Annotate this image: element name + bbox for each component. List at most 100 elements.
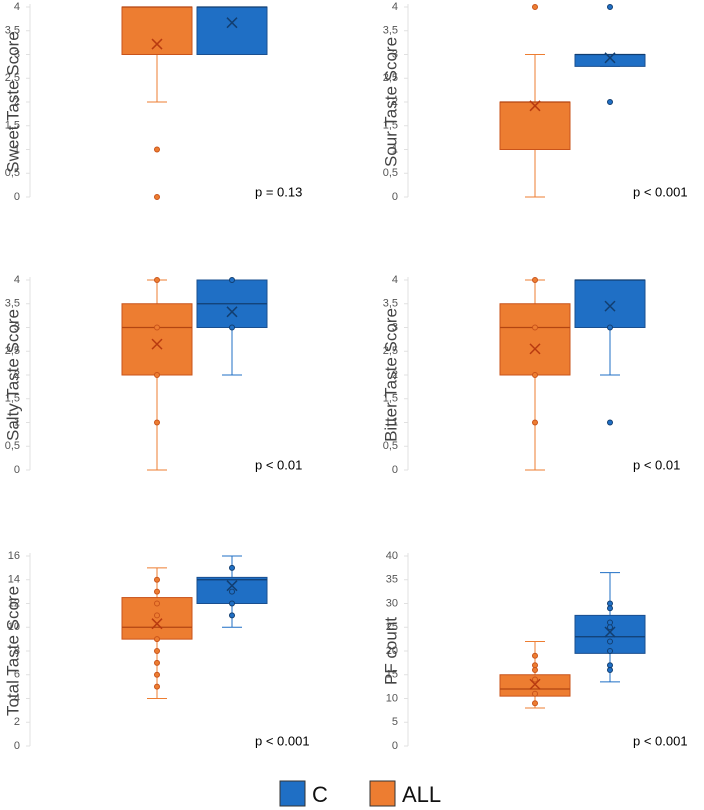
box: [121, 303, 193, 376]
mean-marker: [604, 300, 616, 312]
y-tick-label: 8: [14, 645, 20, 657]
point: [532, 700, 538, 707]
y-tick-label: 4: [14, 692, 20, 704]
point: [154, 372, 160, 378]
y-axis-label: Sweet Taste Score: [3, 31, 22, 172]
y-tick-label: 1,5: [383, 120, 398, 132]
box: [121, 6, 193, 55]
p-value: p < 0.01: [633, 457, 680, 472]
y-tick-label: 30: [386, 597, 398, 609]
point: [532, 277, 538, 283]
point: [532, 324, 538, 331]
point: [154, 576, 160, 583]
point: [607, 419, 613, 426]
mean-marker: [529, 100, 541, 112]
box: [499, 101, 571, 150]
point: [532, 372, 538, 378]
y-tick-label: 2,5: [383, 72, 398, 84]
y-tick-label: 2: [14, 96, 20, 108]
y-tick-label: 0: [392, 740, 398, 752]
y-tick-label: 35: [386, 574, 398, 586]
point: [154, 659, 160, 666]
y-tick-label: 10: [8, 621, 20, 633]
point: [229, 588, 235, 595]
point: [154, 648, 160, 654]
y-tick-label: 0,5: [5, 167, 20, 179]
y-tick-label: 10: [386, 692, 398, 704]
y-tick-label: 12: [8, 597, 20, 609]
p-value: p < 0.001: [255, 733, 310, 748]
y-axis-label: Total Taste Score: [3, 586, 22, 716]
y-tick-label: 3: [392, 48, 398, 60]
point: [229, 324, 235, 331]
point: [532, 652, 538, 659]
point: [154, 588, 160, 595]
p-value: p < 0.001: [633, 184, 688, 199]
point: [532, 4, 538, 10]
box: [574, 279, 646, 328]
y-tick-label: 3,5: [383, 298, 398, 310]
y-tick-label: 1: [14, 416, 20, 428]
y-tick-label: 3: [14, 48, 20, 60]
y-tick-label: 4: [14, 274, 20, 286]
y-tick-label: 1: [14, 143, 20, 155]
point: [607, 605, 613, 612]
mean-marker: [151, 618, 163, 630]
point: [607, 648, 613, 654]
point: [532, 676, 538, 683]
point: [154, 600, 160, 607]
box: [196, 6, 268, 55]
legend-label: C: [312, 782, 328, 807]
mean-marker: [226, 306, 238, 318]
y-tick-label: 40: [386, 550, 398, 562]
y-tick-label: 3,5: [383, 25, 398, 37]
mean-marker: [604, 626, 616, 638]
y-tick-label: 6: [14, 669, 20, 681]
point: [607, 638, 613, 645]
mean-marker: [151, 38, 163, 50]
y-tick-label: 5: [392, 716, 398, 728]
y-tick-label: 2: [392, 96, 398, 108]
y-tick-label: 2,5: [5, 345, 20, 357]
point: [607, 4, 613, 10]
mean-marker: [529, 343, 541, 355]
point: [607, 624, 613, 631]
point: [154, 671, 160, 678]
y-tick-label: 0: [14, 464, 20, 476]
y-tick-label: 1: [392, 143, 398, 155]
p-value: p < 0.01: [255, 457, 302, 472]
y-tick-label: 0,5: [383, 167, 398, 179]
point: [532, 667, 538, 673]
point: [229, 277, 235, 283]
point: [154, 636, 160, 643]
y-axis-label: Salty Taste Score: [3, 309, 22, 441]
point: [229, 612, 235, 619]
y-tick-label: 4: [392, 1, 398, 13]
box: [499, 303, 571, 376]
y-tick-label: 2: [14, 716, 20, 728]
point: [154, 612, 160, 619]
y-tick-label: 3: [14, 321, 20, 333]
y-axis-label: PF count: [381, 617, 400, 685]
point: [607, 324, 613, 331]
point: [532, 690, 538, 697]
point: [154, 146, 160, 153]
y-tick-label: 2,5: [5, 72, 20, 84]
mean-marker: [151, 338, 163, 350]
p-value: p = 0.13: [255, 184, 302, 199]
y-axis-label: Sour Taste Score: [381, 37, 400, 167]
y-tick-label: 2: [392, 369, 398, 381]
point: [607, 99, 613, 105]
p-value: p < 0.001: [633, 733, 688, 748]
y-tick-label: 4: [392, 274, 398, 286]
y-tick-label: 0: [14, 740, 20, 752]
point: [532, 419, 538, 426]
y-tick-label: 1,5: [5, 120, 20, 132]
mean-marker: [529, 678, 541, 690]
y-tick-label: 14: [8, 574, 20, 586]
y-tick-label: 15: [386, 669, 398, 681]
y-tick-label: 3,5: [5, 298, 20, 310]
point: [154, 324, 160, 331]
legend-swatch: [369, 780, 396, 807]
